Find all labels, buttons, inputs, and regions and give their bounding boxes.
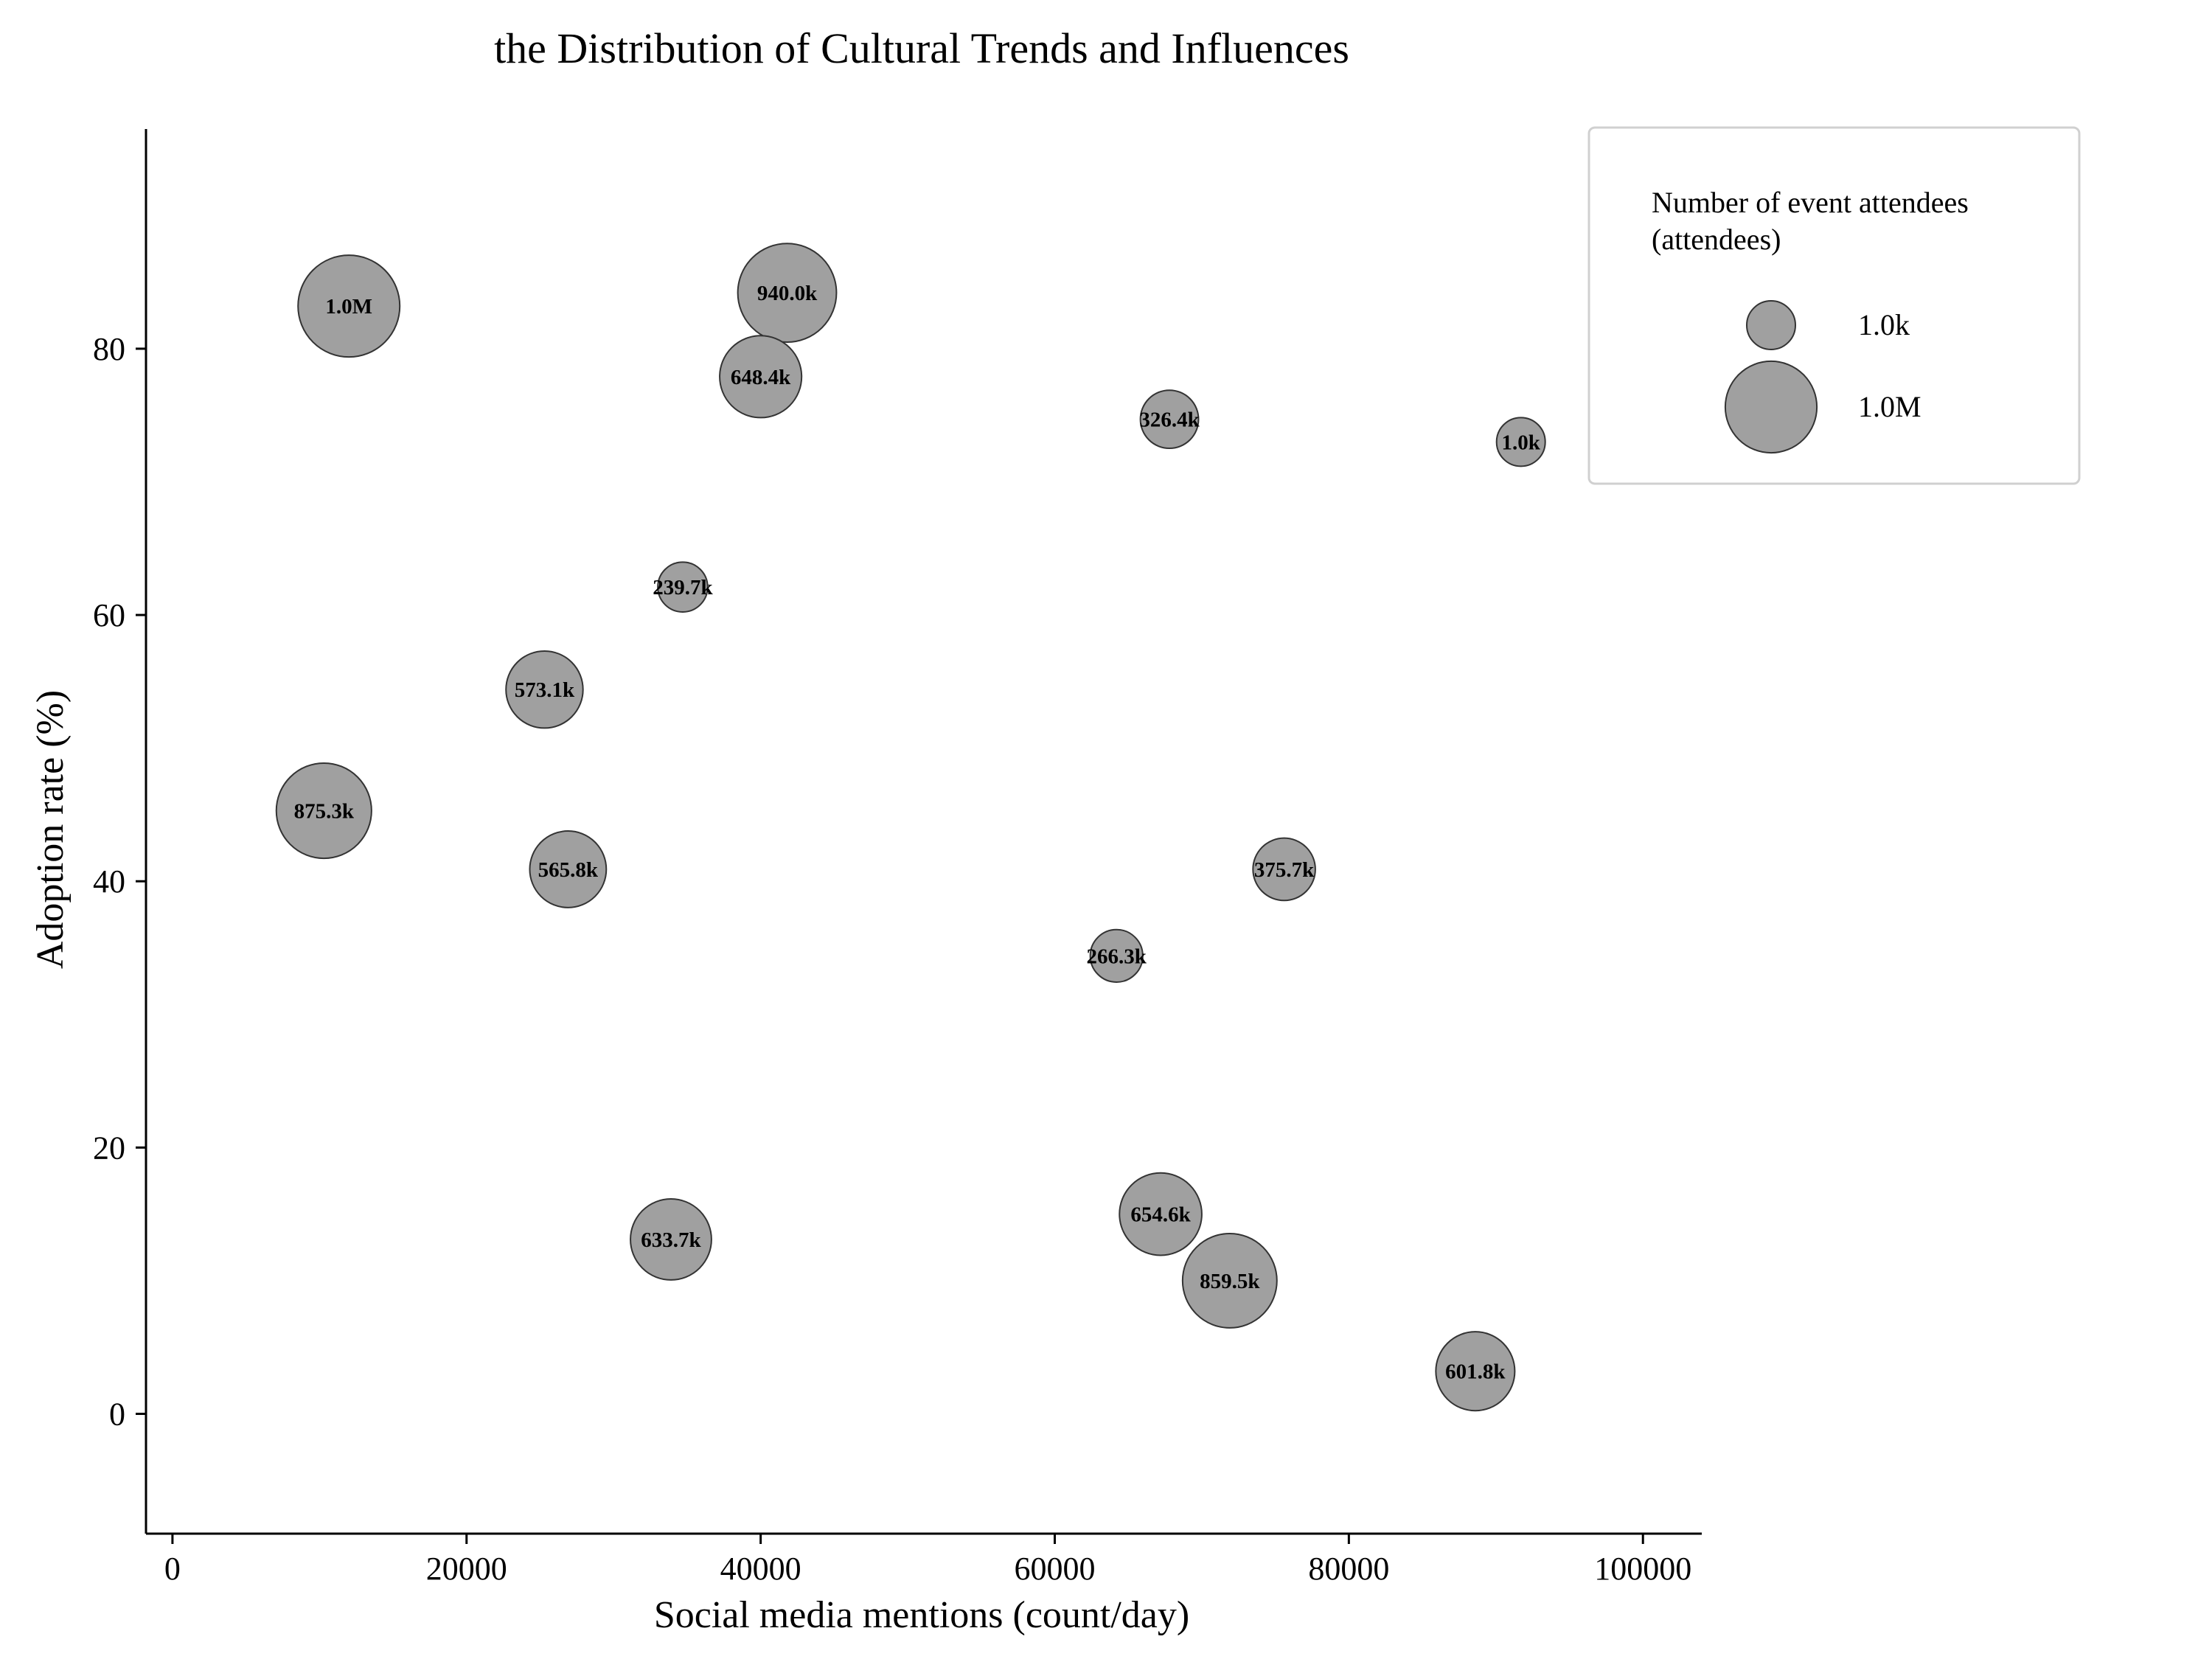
bubble — [1139, 389, 1200, 450]
legend-label: 1.0M — [1858, 390, 1921, 423]
legend-bubble — [1746, 300, 1796, 350]
x-tick-label: 0 — [164, 1551, 181, 1587]
y-tick-label: 40 — [93, 863, 125, 900]
y-tick-label: 0 — [109, 1396, 125, 1432]
x-tick-label: 100000 — [1594, 1551, 1691, 1587]
axes: 0 20000 40000 60000 80000 100000 0 20 40 60 80 — [93, 129, 1702, 1587]
bubble-label: 565.8k — [538, 858, 599, 882]
bubble — [1495, 417, 1546, 467]
bubble-label: 375.7k — [1254, 858, 1315, 882]
x-axis-label: Social media mentions (count/day) — [654, 1594, 1189, 1636]
bubble — [737, 243, 838, 343]
bubble — [297, 254, 401, 358]
bubble-label: 633.7k — [641, 1228, 701, 1252]
bubble-label: 648.4k — [731, 366, 791, 389]
x-tick-label: 60000 — [1014, 1551, 1095, 1587]
y-axis-label: Adoption rate (%) — [29, 690, 72, 969]
bubble — [505, 650, 584, 729]
bubble — [719, 335, 803, 419]
x-tick-label: 40000 — [720, 1551, 801, 1587]
bubble-label: 654.6k — [1130, 1203, 1191, 1227]
bubble — [275, 762, 372, 860]
bubble — [1435, 1331, 1516, 1412]
bubble — [1181, 1232, 1278, 1329]
y-tick-label: 60 — [93, 597, 125, 633]
x-tick-label: 80000 — [1308, 1551, 1389, 1587]
bubbles: 1.0M 940.0k 648.4k 326.4k 1.0k 239.7k 573.1k 87… — [275, 243, 1546, 1412]
bubble-label: 940.0k — [757, 282, 818, 305]
bubble-label: 573.1k — [515, 678, 575, 702]
bubble-label: 239.7k — [653, 576, 713, 599]
legend-box — [1587, 126, 2081, 485]
bubble-label: 859.5k — [1200, 1270, 1260, 1293]
legend: Number of event attendees (attendees) 1.0k… — [1587, 126, 2081, 485]
bubble — [1119, 1172, 1203, 1256]
chart-title: the Distribution of Cultural Trends and … — [494, 24, 1349, 72]
bubble — [1252, 837, 1316, 902]
x-tick-label: 20000 — [426, 1551, 507, 1587]
bubble-label: 266.3k — [1087, 945, 1147, 968]
bubble — [1089, 928, 1144, 983]
legend-title: (attendees) — [1652, 223, 1781, 256]
legend-bubble — [1724, 360, 1818, 454]
bubble-label: 1.0k — [1502, 431, 1541, 454]
bubble — [630, 1198, 712, 1281]
y-tick-label: 20 — [93, 1130, 125, 1166]
legend-title: Number of event attendees — [1652, 186, 1969, 219]
y-tick-label: 80 — [93, 331, 125, 367]
bubble-label: 601.8k — [1445, 1360, 1506, 1384]
bubble — [529, 830, 608, 908]
bubble-label: 875.3k — [294, 800, 355, 824]
bubble-label: 326.4k — [1139, 408, 1200, 432]
bubble — [657, 561, 709, 613]
legend-label: 1.0k — [1858, 308, 1910, 341]
bubble-label: 1.0M — [325, 295, 372, 319]
